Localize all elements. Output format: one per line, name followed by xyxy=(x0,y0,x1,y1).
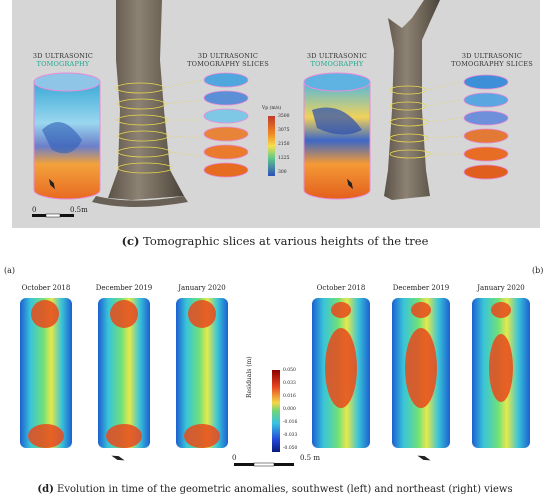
vp-tick: 300 xyxy=(278,170,287,175)
vp-tick: 2150 xyxy=(278,142,290,147)
north-arrow-icon xyxy=(417,455,431,461)
north-arrow-icon xyxy=(49,178,55,190)
residual-tick: 0.033 xyxy=(283,381,296,386)
caption-d: (d) Evolution in time of the geometric a… xyxy=(37,484,513,495)
residuals-colorbar xyxy=(272,370,280,452)
month-label: October 2018 xyxy=(21,284,71,292)
residual-tick: 0.050 xyxy=(283,368,296,373)
left-tomography-cylinder xyxy=(33,72,101,200)
caption-c: (c) Tomographic slices at various height… xyxy=(121,234,429,248)
residual-tick: -0.050 xyxy=(283,446,298,451)
vp-colorbar xyxy=(268,116,275,176)
slices-label-right: 3D ULTRASONIC TOMOGRAPHY SLICES xyxy=(451,52,533,68)
right-residual-models xyxy=(312,298,530,448)
tomography-panel: 3D ULTRASONIC TOMOGRAPHY 3D ULTRASONIC T… xyxy=(12,0,540,228)
scale-end-c: 0.5m xyxy=(70,206,88,214)
residual-tick: -0.016 xyxy=(283,420,298,425)
month-label: December 2019 xyxy=(95,284,153,292)
left-residual-models xyxy=(20,298,228,448)
scale-end-d: 0.5 m xyxy=(300,454,320,462)
residual-tick: 0.000 xyxy=(283,407,296,412)
residuals-figure xyxy=(20,298,530,467)
tomography-label-left: 3D ULTRASONIC TOMOGRAPHY xyxy=(32,52,94,68)
month-label: October 2018 xyxy=(316,284,366,292)
north-arrow-icon-right xyxy=(347,178,353,190)
right-tomography-cylinder xyxy=(303,72,371,200)
month-label: January 2020 xyxy=(477,284,525,292)
residual-tick: 0.016 xyxy=(283,394,296,399)
left-tree-trunk xyxy=(92,0,188,207)
panel-letter-a: (a) xyxy=(4,266,16,275)
scale-bar-d xyxy=(234,462,294,467)
tomography-figure xyxy=(32,0,509,218)
residual-tick: -0.033 xyxy=(283,433,298,438)
vp-colorbar-title: Vp (m/s) xyxy=(262,106,282,111)
vp-tick: 1225 xyxy=(278,156,290,161)
slices-label-left: 3D ULTRASONIC TOMOGRAPHY SLICES xyxy=(187,52,269,68)
scale-start-d: 0 xyxy=(232,454,237,462)
right-tomography-slices xyxy=(425,74,509,180)
scale-bar-c xyxy=(32,213,74,218)
month-label: December 2019 xyxy=(392,284,450,292)
vp-tick: 3075 xyxy=(278,128,290,133)
month-label: January 2020 xyxy=(178,284,226,292)
panel-letter-b: (b) xyxy=(532,266,544,275)
scale-start-c: 0 xyxy=(32,206,37,214)
residuals-colorbar-title: Residuals (m) xyxy=(246,356,253,398)
vp-tick: 3500 xyxy=(278,114,290,119)
tomography-label-right: 3D ULTRASONIC TOMOGRAPHY xyxy=(306,52,368,68)
left-tomography-slices xyxy=(163,72,249,178)
north-arrow-icon xyxy=(111,455,125,461)
right-tree-trunk xyxy=(384,0,440,200)
residuals-panel: (a) (b) October 2018 December 2019 Janua… xyxy=(0,258,550,474)
